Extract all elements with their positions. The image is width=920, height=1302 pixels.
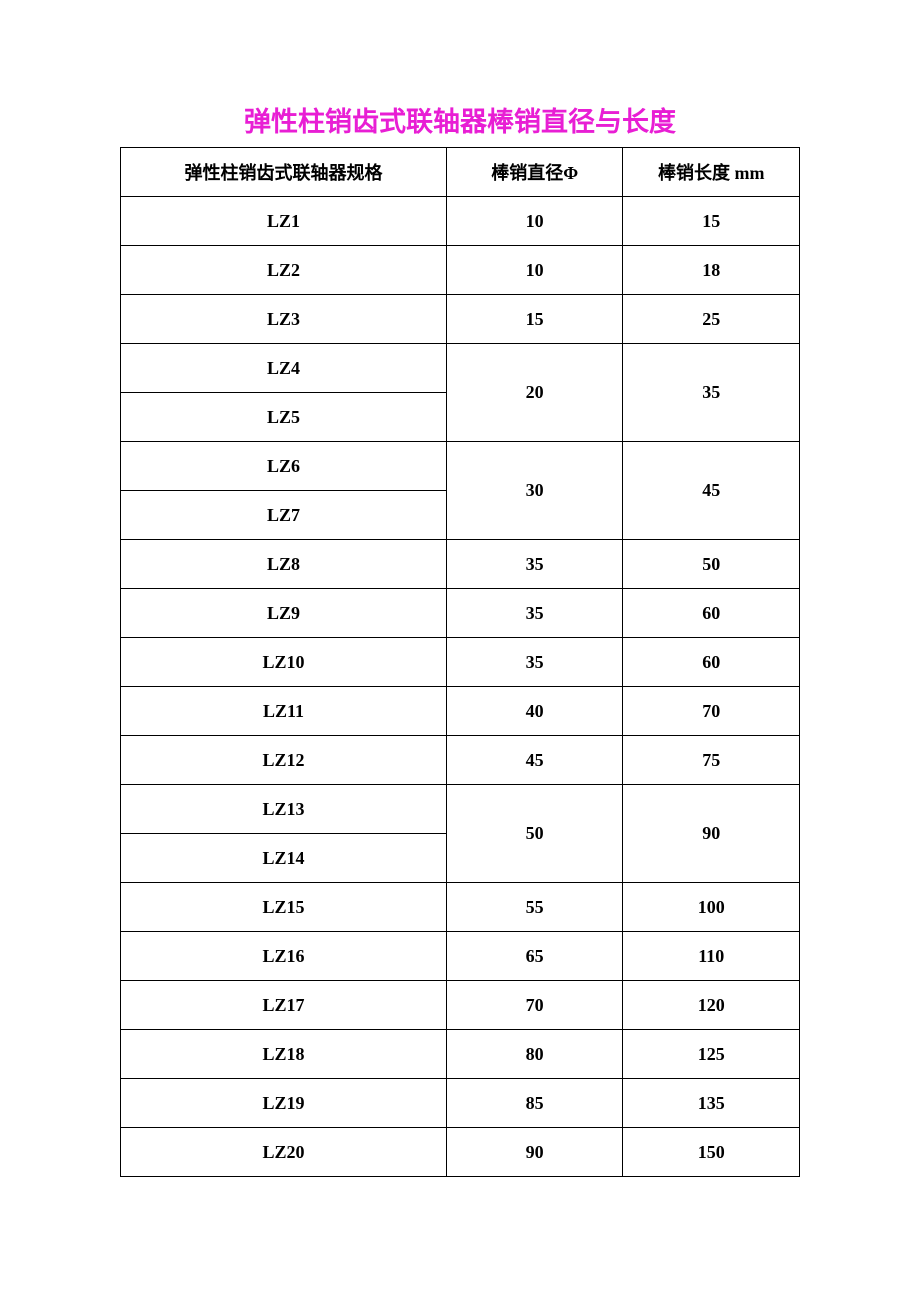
cell-diameter: 10 <box>446 197 623 246</box>
page-title: 弹性柱销齿式联轴器棒销直径与长度 <box>120 100 800 139</box>
cell-spec: LZ5 <box>121 393 447 442</box>
cell-length: 35 <box>623 344 800 442</box>
col-header-spec: 弹性柱销齿式联轴器规格 <box>121 148 447 197</box>
table-row: LZ31525 <box>121 295 800 344</box>
cell-diameter: 90 <box>446 1128 623 1177</box>
table-row: LZ124575 <box>121 736 800 785</box>
cell-diameter: 35 <box>446 638 623 687</box>
table-row: LZ63045 <box>121 442 800 491</box>
cell-diameter: 45 <box>446 736 623 785</box>
cell-spec: LZ12 <box>121 736 447 785</box>
cell-diameter: 50 <box>446 785 623 883</box>
cell-spec: LZ11 <box>121 687 447 736</box>
cell-length: 60 <box>623 638 800 687</box>
cell-diameter: 35 <box>446 540 623 589</box>
cell-diameter: 15 <box>446 295 623 344</box>
cell-spec: LZ16 <box>121 932 447 981</box>
cell-diameter: 40 <box>446 687 623 736</box>
table-row: LZ135090 <box>121 785 800 834</box>
cell-length: 75 <box>623 736 800 785</box>
table-row: LZ103560 <box>121 638 800 687</box>
cell-diameter: 85 <box>446 1079 623 1128</box>
table-header-row: 弹性柱销齿式联轴器规格 棒销直径Φ 棒销长度 mm <box>121 148 800 197</box>
cell-length: 120 <box>623 981 800 1030</box>
cell-spec: LZ4 <box>121 344 447 393</box>
cell-spec: LZ1 <box>121 197 447 246</box>
col-header-length: 棒销长度 mm <box>623 148 800 197</box>
cell-diameter: 10 <box>446 246 623 295</box>
cell-length: 15 <box>623 197 800 246</box>
cell-length: 18 <box>623 246 800 295</box>
cell-diameter: 30 <box>446 442 623 540</box>
cell-length: 90 <box>623 785 800 883</box>
table-row: LZ42035 <box>121 344 800 393</box>
table-row: LZ83550 <box>121 540 800 589</box>
cell-length: 60 <box>623 589 800 638</box>
cell-diameter: 65 <box>446 932 623 981</box>
cell-spec: LZ20 <box>121 1128 447 1177</box>
cell-diameter: 55 <box>446 883 623 932</box>
cell-spec: LZ17 <box>121 981 447 1030</box>
col-header-diameter: 棒销直径Φ <box>446 148 623 197</box>
cell-length: 70 <box>623 687 800 736</box>
cell-length: 125 <box>623 1030 800 1079</box>
cell-length: 110 <box>623 932 800 981</box>
cell-spec: LZ19 <box>121 1079 447 1128</box>
cell-spec: LZ9 <box>121 589 447 638</box>
table-row: LZ11015 <box>121 197 800 246</box>
table-row: LZ1665110 <box>121 932 800 981</box>
cell-spec: LZ2 <box>121 246 447 295</box>
table-row: LZ1555100 <box>121 883 800 932</box>
cell-diameter: 80 <box>446 1030 623 1079</box>
cell-spec: LZ10 <box>121 638 447 687</box>
table-row: LZ2090150 <box>121 1128 800 1177</box>
cell-spec: LZ8 <box>121 540 447 589</box>
cell-length: 135 <box>623 1079 800 1128</box>
cell-length: 150 <box>623 1128 800 1177</box>
table-row: LZ21018 <box>121 246 800 295</box>
cell-length: 50 <box>623 540 800 589</box>
cell-diameter: 70 <box>446 981 623 1030</box>
cell-spec: LZ3 <box>121 295 447 344</box>
coupling-spec-table: 弹性柱销齿式联轴器规格 棒销直径Φ 棒销长度 mm LZ11015LZ21018… <box>120 147 800 1177</box>
table-row: LZ114070 <box>121 687 800 736</box>
cell-spec: LZ18 <box>121 1030 447 1079</box>
cell-spec: LZ7 <box>121 491 447 540</box>
table-row: LZ1770120 <box>121 981 800 1030</box>
cell-length: 45 <box>623 442 800 540</box>
cell-diameter: 35 <box>446 589 623 638</box>
table-row: LZ93560 <box>121 589 800 638</box>
cell-diameter: 20 <box>446 344 623 442</box>
cell-length: 25 <box>623 295 800 344</box>
cell-spec: LZ6 <box>121 442 447 491</box>
table-row: LZ1880125 <box>121 1030 800 1079</box>
cell-spec: LZ13 <box>121 785 447 834</box>
cell-length: 100 <box>623 883 800 932</box>
cell-spec: LZ14 <box>121 834 447 883</box>
cell-spec: LZ15 <box>121 883 447 932</box>
table-row: LZ1985135 <box>121 1079 800 1128</box>
